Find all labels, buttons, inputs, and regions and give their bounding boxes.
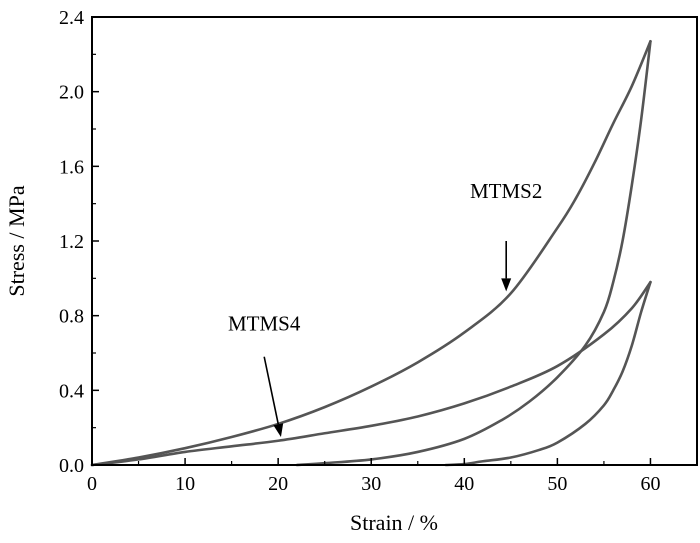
ticks-layer: 0 10 20 30 40 50 60 0.0 0.4 0.8 1.2 1.6 2.0 2.4: [59, 7, 660, 495]
x-tick-label: 60: [640, 473, 660, 495]
x-tick-label: 30: [361, 473, 381, 495]
mtms4-unloading-curve: [444, 280, 652, 467]
mtms2-unloading-curve: [295, 39, 652, 467]
y-tick-label: 1.2: [59, 231, 84, 253]
annotations-layer: MTMS2 MTMS4: [228, 179, 542, 437]
mtms4-label: MTMS4: [228, 312, 301, 336]
mtms2-loading-curve: [90, 39, 652, 467]
y-tick-label: 1.6: [59, 156, 84, 178]
x-tick-label: 10: [175, 473, 195, 495]
curves-layer: [90, 39, 652, 467]
x-tick-label: 40: [454, 473, 474, 495]
y-tick-label: 2.0: [59, 82, 84, 104]
x-axis-title: Strain / %: [350, 510, 438, 535]
mtms2-arrowhead: [501, 278, 512, 292]
y-tick-label: 2.4: [59, 7, 84, 29]
y-tick-label: 0.0: [59, 455, 84, 477]
y-tick-label: 0.4: [59, 380, 84, 402]
mtms4-loading-curve: [90, 280, 652, 467]
mtms4-arrowhead: [273, 423, 284, 437]
mtms4-arrow: [263, 356, 280, 425]
x-tick-label: 20: [268, 473, 288, 495]
x-tick-label: 50: [547, 473, 567, 495]
mtms2-label: MTMS2: [470, 179, 542, 203]
plot-frame: [91, 16, 698, 466]
x-tick-label: 0: [87, 473, 97, 495]
y-tick-label: 0.8: [59, 306, 84, 328]
y-axis-title: Stress / MPa: [4, 185, 29, 296]
